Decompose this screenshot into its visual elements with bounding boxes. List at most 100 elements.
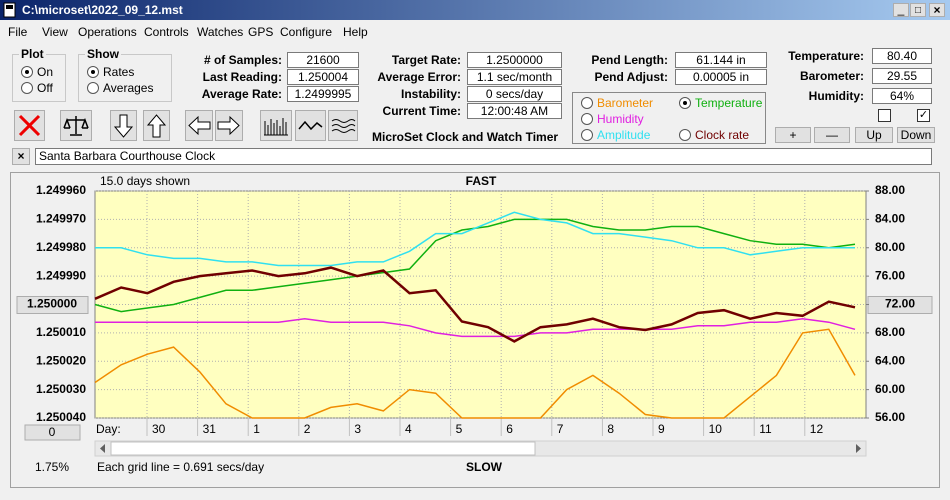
scroll-left[interactable] (100, 444, 105, 453)
readout-label: Target Rate: (391, 53, 461, 67)
minimize-button[interactable]: _ (893, 3, 909, 17)
center-button[interactable] (16, 296, 89, 314)
minus-button[interactable]: — (814, 127, 850, 143)
readout-label: Barometer: (799, 69, 864, 83)
trace-option[interactable]: Clock rate (679, 128, 749, 142)
checkbox[interactable] (878, 109, 891, 122)
y2-tick-label: 60.00 (875, 382, 905, 396)
day-label: 9 (658, 422, 665, 436)
bars-view-button[interactable] (260, 110, 292, 141)
day-label: 10 (709, 422, 723, 436)
up-button[interactable]: Up (855, 127, 893, 143)
trace-option[interactable]: Temperature (679, 96, 762, 110)
radio-option[interactable]: Off (21, 81, 53, 95)
readout-value: 1.250004 (287, 69, 359, 85)
icon (298, 120, 323, 131)
balance-button[interactable] (60, 110, 92, 141)
icon (188, 115, 211, 136)
readout-value: 1.2499995 (287, 86, 359, 102)
up-arrow-button[interactable] (143, 110, 170, 141)
down-button[interactable]: Down (897, 127, 935, 143)
icon (217, 115, 240, 136)
radio-option[interactable]: Averages (87, 81, 153, 95)
readout-label: Instability: (400, 87, 461, 101)
readout-label: Pend Length: (591, 53, 668, 67)
y2-tick-label: 64.00 (875, 353, 905, 367)
readout-label: Humidity: (808, 89, 864, 103)
series-line (95, 317, 856, 338)
day-label: 8 (607, 422, 614, 436)
radio-option[interactable]: Rates (87, 65, 134, 79)
readout-value: 0.00005 in (675, 69, 767, 85)
scrollbar-thumb[interactable] (110, 441, 536, 456)
icon (331, 119, 356, 133)
y-tick-label: 1.250040 (36, 410, 86, 424)
menu-item[interactable]: GPS (248, 25, 274, 39)
icon (63, 116, 89, 136)
y2-tick-label: 68.00 (875, 325, 905, 339)
y2-tick-label: 80.00 (875, 240, 905, 254)
menu-item[interactable]: File (8, 25, 28, 39)
checkbox[interactable]: ✓ (917, 109, 930, 122)
chart: 1.249960 1.249970 1.249980 1.249990 1.250000… (16, 174, 933, 474)
menu-item[interactable]: Operations (78, 25, 137, 39)
line-view-button[interactable] (295, 110, 326, 141)
percent-label: 1.75% (35, 460, 69, 474)
menu-item[interactable]: View (42, 25, 68, 39)
day-label: 6 (506, 422, 513, 436)
readout-value: 12:00:48 AM (467, 103, 562, 119)
readout-label: Pend Adjust: (594, 70, 668, 84)
readout-value: 21600 (287, 52, 359, 68)
grid-note: Each grid line = 0.691 secs/day (97, 460, 264, 474)
trace-option[interactable]: Humidity (581, 112, 644, 126)
y2-tick-label: 84.00 (875, 212, 905, 226)
day-label: 31 (203, 422, 217, 436)
maximize-button[interactable]: □ (910, 3, 926, 17)
readout-value: 64% (872, 88, 932, 104)
trace-option[interactable]: Amplitude (581, 128, 650, 142)
close-button[interactable]: × (929, 3, 945, 17)
menu-item[interactable]: Watches (197, 25, 244, 39)
y-tick-label: 1.249990 (36, 268, 86, 282)
readout-value: 1.2500000 (467, 52, 562, 68)
readout-value: 0 secs/day (467, 86, 562, 102)
day-label: 4 (405, 422, 412, 436)
menu-bar: File View Operations Controls Watches GPS Conf… (0, 21, 950, 41)
trace-option[interactable]: Barometer (581, 96, 653, 110)
wave-view-button[interactable] (328, 110, 358, 141)
clear-button[interactable]: × (12, 148, 30, 165)
y2-tick-label: 88.00 (875, 183, 905, 197)
series-line (94, 328, 856, 419)
y-tick-label: 1.250000 (27, 297, 77, 311)
day-label: 5 (456, 422, 463, 436)
day-label: 12 (810, 422, 824, 436)
day-label: 1 (253, 422, 260, 436)
series-line (94, 266, 856, 343)
plus-button[interactable]: + (775, 127, 811, 143)
chart-panel (10, 172, 940, 488)
readout-value: 1.1 sec/month (467, 69, 562, 85)
scroll-right[interactable] (856, 444, 861, 453)
menu-item[interactable]: Help (343, 25, 368, 39)
plot-group: Plot On Off (12, 47, 66, 102)
stop-button[interactable] (14, 110, 45, 141)
trace-selector: Barometer Temperature Humidity Amplitude Clo… (572, 92, 766, 144)
left-arrow-button[interactable] (185, 110, 213, 141)
radio-option[interactable]: On (21, 65, 53, 79)
day-label: 7 (557, 422, 564, 436)
readout-value: 61.144 in (675, 52, 767, 68)
right-arrow-button[interactable] (215, 110, 243, 141)
zero-button[interactable] (24, 424, 81, 441)
clock-name-field[interactable]: Santa Barbara Courthouse Clock (35, 148, 932, 165)
menu-item[interactable]: Controls (144, 25, 189, 39)
series-line (95, 211, 855, 267)
readout-label: # of Samples: (203, 53, 282, 67)
app-title: MicroSet Clock and Watch Timer (372, 130, 559, 144)
show-group: Show Rates Averages (78, 47, 172, 102)
down-arrow-button[interactable] (110, 110, 137, 141)
menu-item[interactable]: Configure (280, 25, 333, 39)
title-bar: C:\microset\2022_09_12.mst _ □ × (0, 0, 950, 20)
group-label: Plot (19, 47, 46, 61)
days-shown: 15.0 days shown (100, 174, 190, 188)
icon (18, 114, 41, 137)
